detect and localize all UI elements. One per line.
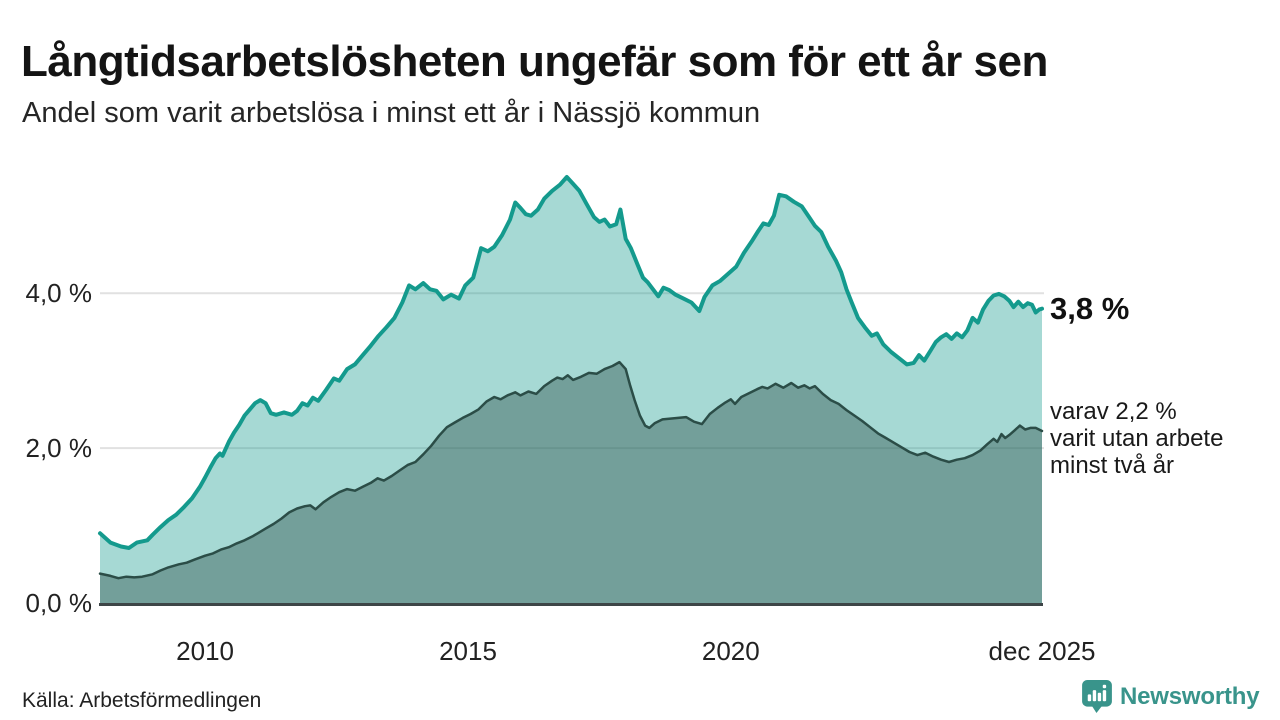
source-credit: Källa: Arbetsförmedlingen bbox=[22, 689, 262, 712]
secondary-value-line: minst två år bbox=[1050, 452, 1175, 479]
brand-logo: Newsworthy bbox=[1082, 680, 1260, 713]
area-fill-series-1 bbox=[100, 177, 1042, 603]
newsworthy-bubble-chart-icon bbox=[1082, 680, 1112, 713]
page-title: Långtidsarbetslösheten ungefär som för e… bbox=[21, 37, 1048, 87]
secondary-value-label: varav 2,2 % varit utan arbete minst två … bbox=[1050, 398, 1223, 479]
line-series-2 bbox=[98, 360, 1044, 580]
area-fill-series-2 bbox=[100, 362, 1042, 603]
secondary-value-line: varit utan arbete bbox=[1050, 425, 1224, 452]
line-series-1 bbox=[98, 175, 1044, 550]
page-subtitle: Andel som varit arbetslösa i minst ett å… bbox=[22, 97, 761, 129]
x-tick-label: 2010 bbox=[176, 636, 234, 666]
y-tick-label: 4,0 % bbox=[26, 278, 93, 308]
latest-value-label: 3,8 % bbox=[1050, 291, 1130, 326]
x-tick-label: dec 2025 bbox=[989, 636, 1096, 666]
brand-name: Newsworthy bbox=[1120, 682, 1260, 710]
x-tick-label: 2015 bbox=[439, 636, 497, 666]
y-tick-label: 2,0 % bbox=[26, 433, 93, 463]
y-tick-label: 0,0 % bbox=[26, 588, 93, 618]
secondary-value-line: varav 2,2 % bbox=[1050, 398, 1177, 425]
x-tick-label: 2020 bbox=[702, 636, 760, 666]
